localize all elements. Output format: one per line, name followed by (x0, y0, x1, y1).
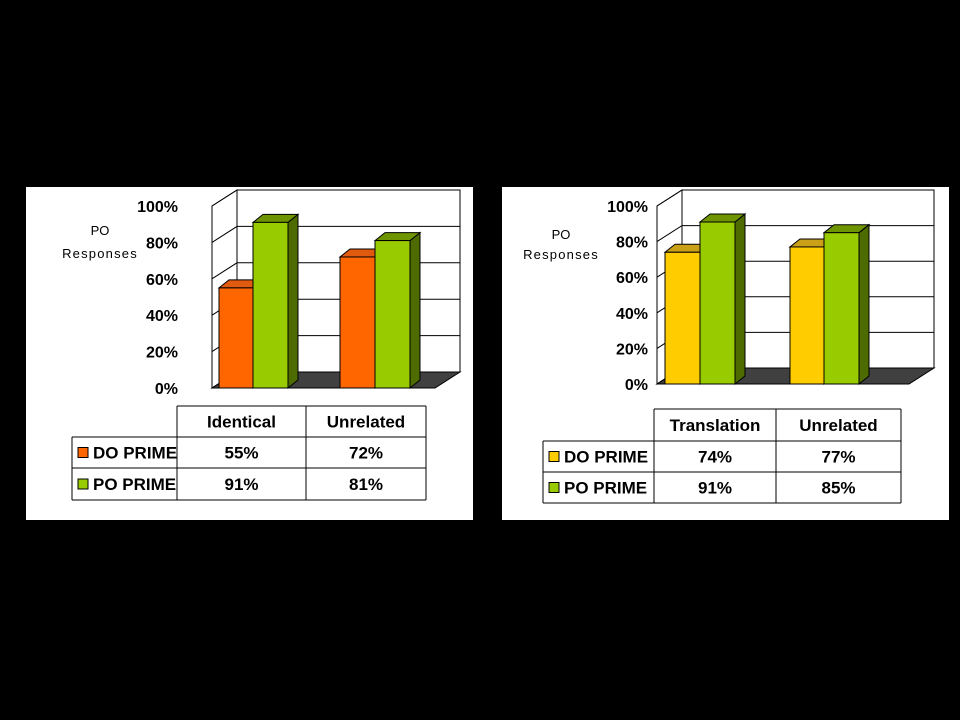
bar (252, 221, 289, 389)
y-tick-label: 60% (616, 270, 648, 287)
gridline (211, 189, 460, 207)
y-tick-label: 20% (146, 345, 178, 362)
legend-series-name: PO PRIME (564, 479, 647, 498)
y-tick-label: 80% (616, 235, 648, 252)
legend-swatch (77, 478, 89, 490)
y-axis-label: PO (552, 227, 571, 242)
y-axis-label: Responses (523, 247, 599, 262)
bar (374, 240, 411, 389)
data-value-label: 91% (698, 479, 732, 498)
legend-series-name: PO PRIME (93, 475, 176, 494)
legend-series-name: DO PRIME (93, 444, 177, 463)
x-category-label: Unrelated (327, 413, 405, 432)
y-tick-label: 40% (616, 306, 648, 323)
data-value-label: 81% (349, 475, 383, 494)
data-value-label: 91% (224, 475, 258, 494)
legend-swatch (548, 451, 560, 462)
data-value-label: 74% (698, 448, 732, 467)
bar (823, 232, 860, 385)
y-axis-label: Responses (62, 246, 138, 261)
y-tick-label: 0% (625, 377, 648, 394)
x-category-label: Identical (207, 413, 276, 432)
bar-side (858, 223, 870, 386)
gridline (656, 189, 934, 207)
bar (664, 251, 701, 385)
chart-panel-left: 0% 20% 40% 60% 80% 100% PO Responses Identical Un… (26, 187, 473, 520)
x-category-label: Translation (670, 416, 761, 435)
chart-left: 0% 20% 40% 60% 80% 100% PO Responses Identical Un… (62, 189, 462, 501)
y-tick-label: 100% (137, 199, 178, 216)
data-value-label: 85% (821, 479, 855, 498)
data-value-label: 77% (821, 448, 855, 467)
x-category-label: Unrelated (799, 416, 877, 435)
bar (218, 287, 254, 389)
bar-side (287, 213, 299, 390)
y-tick-label: 0% (155, 381, 178, 398)
bar (339, 256, 376, 389)
y-tick-label: 20% (616, 341, 648, 358)
y-tick-label: 80% (146, 235, 178, 252)
bar-side (734, 212, 746, 386)
y-axis-label: PO (91, 223, 110, 238)
y-tick-label: 60% (146, 272, 178, 289)
data-value-label: 55% (224, 444, 258, 463)
bar (789, 246, 825, 385)
bar (699, 221, 736, 385)
gridline (211, 225, 460, 243)
chart-right: 0% 20% 40% 60% 80% 100% PO Responses Translation… (523, 189, 936, 504)
y-tick-label: 40% (146, 308, 178, 325)
chart-panel-right: 0% 20% 40% 60% 80% 100% PO Responses Translation… (502, 187, 949, 520)
legend-series-name: DO PRIME (564, 448, 648, 467)
legend-swatch (77, 447, 89, 458)
data-value-label: 72% (349, 444, 383, 463)
y-tick-label: 100% (607, 199, 648, 216)
legend-swatch (548, 482, 560, 493)
bar-side (409, 231, 421, 390)
